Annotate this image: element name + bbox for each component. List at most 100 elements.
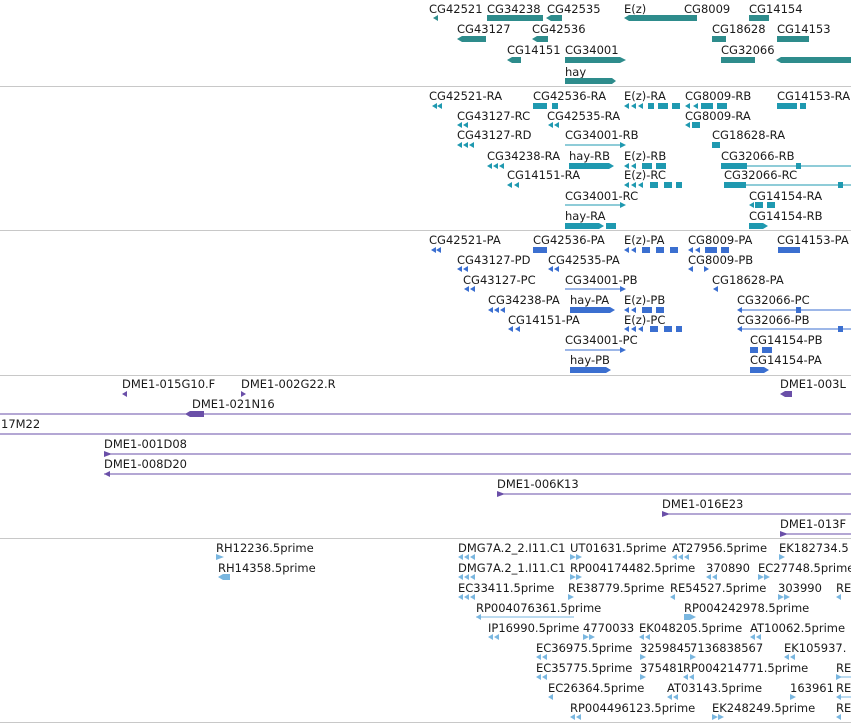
clone-label[interactable]: DME1-015G10.F xyxy=(122,377,216,391)
est-label[interactable]: 303990 xyxy=(778,581,822,595)
protein-label[interactable]: hay-PA xyxy=(570,293,610,307)
gene-label[interactable]: CG18628 xyxy=(712,22,766,36)
transcript-label[interactable]: CG14154-RA xyxy=(749,189,823,203)
est-label[interactable]: EC26364.5prime xyxy=(548,681,645,695)
gene-label[interactable]: E(z) xyxy=(624,2,647,16)
clone-label[interactable]: DME1-001D08 xyxy=(104,437,187,451)
est-label[interactable]: DMG7A.2_1.I11.C1 xyxy=(458,561,566,575)
est-label[interactable]: RP004214771.5prime xyxy=(683,661,809,675)
est-label[interactable]: RP004174482.5prime xyxy=(570,561,696,575)
est-label[interactable]: RP004076361.5prime xyxy=(476,601,602,615)
est-label[interactable]: 3259845 xyxy=(640,641,692,655)
gene-label[interactable]: CG14151 xyxy=(507,43,561,57)
transcript-label[interactable]: CG14154-RB xyxy=(749,209,823,223)
transcript-label[interactable]: CG34001-RB xyxy=(565,128,639,142)
protein-label[interactable]: E(z)-PB xyxy=(624,293,666,307)
transcript-label[interactable]: CG42536-RA xyxy=(533,89,607,103)
est-label[interactable]: EC36975.5prime xyxy=(536,641,633,655)
protein-label[interactable]: CG42536-PA xyxy=(533,233,605,247)
est-label[interactable]: EC27748.5prime xyxy=(758,561,851,575)
transcript-label[interactable]: CG14153-RA xyxy=(777,89,851,103)
gene-label[interactable]: CG8009 xyxy=(684,2,731,16)
est-glyphs[interactable] xyxy=(0,539,851,722)
est-label[interactable]: AT03143.5prime xyxy=(667,681,763,695)
transcript-label[interactable]: CG32066-RB xyxy=(721,149,795,163)
est-label[interactable]: EK105937. xyxy=(784,641,847,655)
est-label[interactable]: EC33411.5prime xyxy=(458,581,555,595)
gene-label[interactable]: CG14154 xyxy=(749,2,803,16)
clone-label[interactable]: DME1-006K13 xyxy=(497,477,579,491)
est-label[interactable]: 4770033 xyxy=(583,621,635,635)
protein-label[interactable]: CG14154-PB xyxy=(750,333,823,347)
est-label[interactable]: EK248249.5prime xyxy=(712,701,816,715)
est-label[interactable]: 163961 xyxy=(790,681,834,695)
protein-label[interactable]: CG18628-PA xyxy=(712,273,784,287)
est-label[interactable]: IP16990.5prime xyxy=(488,621,580,635)
transcript-label[interactable]: E(z)-RB xyxy=(624,149,667,163)
est-label[interactable]: 370890 xyxy=(706,561,750,575)
transcript-label[interactable]: CG42535-RA xyxy=(547,109,621,123)
transcript-label[interactable]: CG14151-RA xyxy=(507,168,581,182)
gene-label[interactable]: CG42535 xyxy=(547,2,601,16)
transcript-label[interactable]: hay-RA xyxy=(565,209,606,223)
transcript-label[interactable]: CG32066-RC xyxy=(724,168,798,182)
transcript-label[interactable]: hay-RB xyxy=(569,149,610,163)
gene-label[interactable]: CG32066 xyxy=(721,43,775,57)
clone-label[interactable]: DME1-003L xyxy=(780,377,846,391)
protein-label[interactable]: CG14151-PA xyxy=(508,313,580,327)
protein-label[interactable]: CG32066-PB xyxy=(737,313,810,327)
transcript-label[interactable]: CG42521-RA xyxy=(429,89,503,103)
clone-glyphs[interactable] xyxy=(0,376,851,537)
clone-label[interactable]: DME1-021N16 xyxy=(192,397,275,411)
est-label[interactable]: DMG7A.2_2.I11.C1 xyxy=(458,541,566,555)
est-label[interactable]: 375481 xyxy=(640,661,684,675)
gene-glyphs[interactable] xyxy=(0,0,851,86)
clone-label[interactable]: DME1-013F xyxy=(780,517,847,531)
transcript-label[interactable]: CG43127-RD xyxy=(457,128,532,142)
transcript-label[interactable]: CG43127-RC xyxy=(457,109,531,123)
protein-label[interactable]: CG32066-PC xyxy=(737,293,810,307)
est-label[interactable]: EK048205.5prime xyxy=(639,621,743,635)
est-label[interactable]: AT27956.5prime xyxy=(672,541,768,555)
est-label[interactable]: RE54527.5prime xyxy=(670,581,767,595)
clone-label[interactable]: DME1-016E23 xyxy=(662,497,744,511)
est-label[interactable]: UT01631.5prime xyxy=(570,541,667,555)
transcript-label[interactable]: CG18628-RA xyxy=(712,128,786,142)
protein-label[interactable]: CG43127-PC xyxy=(463,273,536,287)
est-label[interactable]: RP004242978.5prime xyxy=(684,601,810,615)
est-label[interactable]: RH14358.5prime xyxy=(218,561,316,575)
est-label[interactable]: EC35775.5prime xyxy=(536,661,633,675)
protein-label[interactable]: CG8009-PA xyxy=(688,233,753,247)
protein-glyphs[interactable] xyxy=(0,231,851,375)
protein-label[interactable]: CG14154-PA xyxy=(750,353,822,367)
gene-label[interactable]: CG34238 xyxy=(487,2,541,16)
est-label[interactable]: EK182734.5 xyxy=(779,541,849,555)
est-label[interactable]: RE xyxy=(836,581,851,595)
clone-label[interactable]: DME1-002G22.R xyxy=(241,377,336,391)
est-label[interactable]: RE xyxy=(836,681,851,695)
est-label[interactable]: 7136838567 xyxy=(690,641,764,655)
protein-label[interactable]: CG43127-PD xyxy=(457,253,531,267)
est-label[interactable]: RH12236.5prime xyxy=(216,541,314,555)
est-label[interactable]: RE xyxy=(836,701,851,715)
transcript-label[interactable]: CG34238-RA xyxy=(487,149,561,163)
transcript-label[interactable]: CG8009-RA xyxy=(685,109,751,123)
protein-label[interactable]: CG34238-PA xyxy=(488,293,560,307)
est-label[interactable]: AT10062.5prime xyxy=(750,621,846,635)
protein-label[interactable]: E(z)-PC xyxy=(624,313,666,327)
gene-label[interactable]: CG42521 xyxy=(429,2,483,16)
transcript-label[interactable]: CG34001-RC xyxy=(565,189,639,203)
protein-label[interactable]: CG42535-PA xyxy=(548,253,620,267)
gene-label[interactable]: CG43127 xyxy=(457,22,511,36)
est-label[interactable]: RE xyxy=(836,661,851,675)
protein-label[interactable]: hay-PB xyxy=(570,353,610,367)
est-label[interactable]: RP004496123.5prime xyxy=(570,701,696,715)
protein-label[interactable]: CG8009-PB xyxy=(688,253,754,267)
protein-label[interactable]: CG34001-PC xyxy=(565,333,638,347)
protein-label[interactable]: E(z)-PA xyxy=(624,233,665,247)
clone-label[interactable]: 17M22 xyxy=(1,417,41,431)
est-label[interactable]: RE38779.5prime xyxy=(568,581,665,595)
gene-label[interactable]: CG34001 xyxy=(565,43,619,57)
protein-label[interactable]: CG34001-PB xyxy=(565,273,638,287)
protein-label[interactable]: CG14153-PA xyxy=(777,233,849,247)
